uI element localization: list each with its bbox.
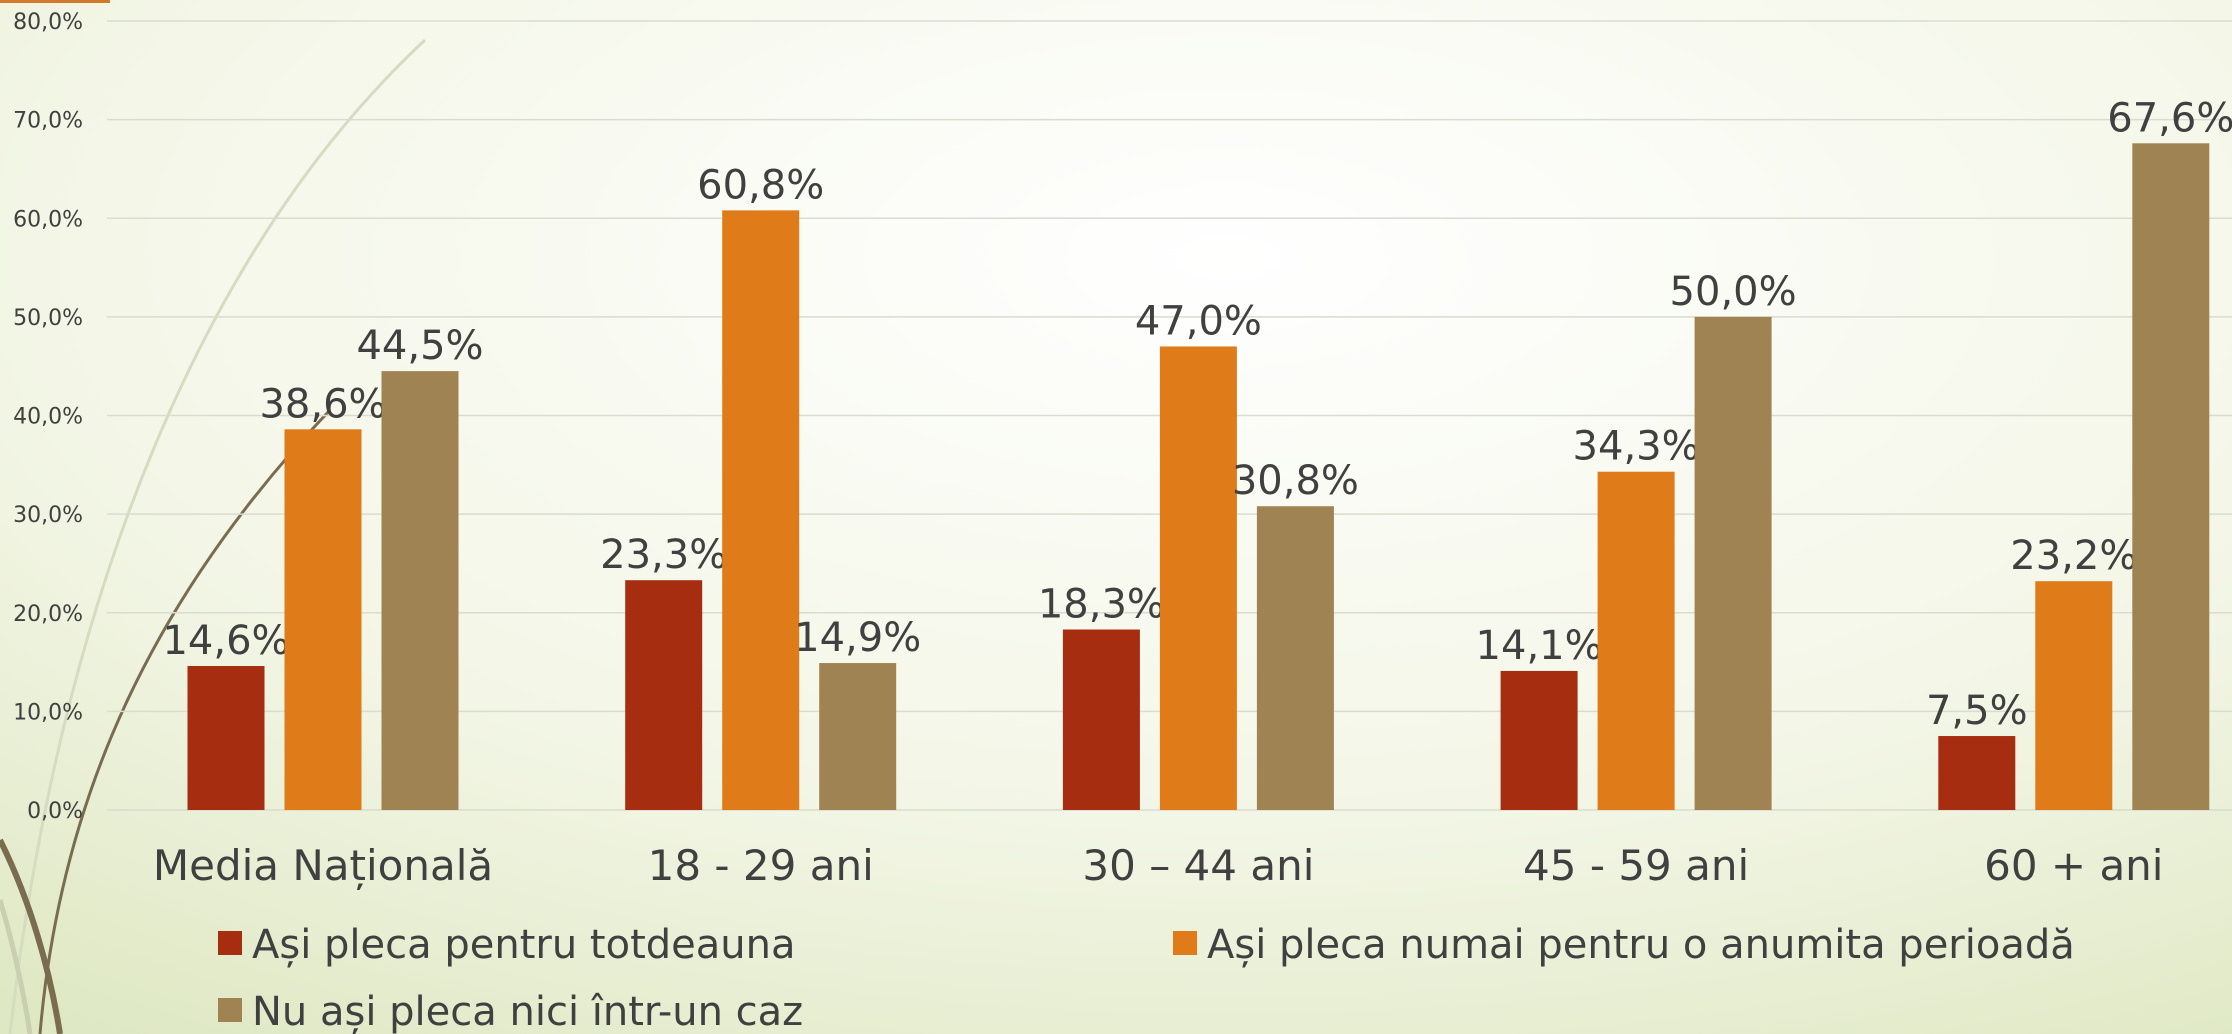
decor-curve [0,899,33,1034]
bar [1500,670,1578,810]
legend-swatch [218,931,242,955]
data-label: 14,6% [162,618,289,664]
decor-bar [0,0,110,3]
data-label: 30,8% [1232,458,1359,504]
decor-curve [0,838,63,1034]
data-label: 34,3% [1573,424,1700,470]
bar [2132,143,2210,811]
x-tick-label: 60 + ani [1984,841,2163,890]
data-label: 60,8% [697,162,824,208]
decor-curve [38,408,332,1034]
y-tick-label: 30,0% [13,503,83,528]
legend-label: Ași pleca numai pentru o anumita perioad… [1207,922,2075,968]
y-tick-label: 40,0% [13,405,83,430]
y-tick-label: 80,0% [13,10,83,35]
bar [1694,316,1772,810]
bar [722,210,800,811]
y-tick-label: 60,0% [13,207,83,232]
legend-swatch [1173,931,1197,955]
x-tick-label: 18 - 29 ani [648,841,874,890]
bar [819,663,897,810]
data-label: 44,5% [356,323,483,369]
x-tick-label: Media Națională [153,841,493,890]
legend-swatch [218,998,242,1022]
y-tick-label: 10,0% [13,700,83,725]
data-label: 67,6% [2107,95,2232,141]
y-tick-label: 50,0% [13,306,83,331]
data-label: 18,3% [1038,582,1165,628]
x-tick-label: 45 - 59 ani [1523,841,1749,890]
bar [381,371,459,810]
legend-label: Ași pleca pentru totdeauna [252,922,795,968]
x-tick-label: 30 – 44 ani [1082,841,1314,890]
bar [284,429,362,810]
y-tick-label: 20,0% [13,602,83,627]
data-label: 38,6% [259,381,386,427]
bar [1938,736,2016,810]
data-label: 14,1% [1476,623,1603,669]
bar [1159,346,1237,810]
bar [1062,629,1140,810]
data-label: 14,9% [794,615,921,661]
data-label: 23,2% [2010,533,2137,579]
data-label: 47,0% [1135,298,1262,344]
legend-label: Nu ași pleca nici într-un caz [252,989,803,1034]
bar [2035,581,2113,810]
data-label: 7,5% [1926,688,2028,734]
y-tick-label: 0,0% [27,799,83,824]
decor-curve [8,38,427,1034]
bar [1597,471,1675,810]
y-tick-label: 70,0% [13,109,83,134]
data-label: 23,3% [600,532,727,578]
bar [187,666,265,810]
bar [625,580,703,810]
bar [1256,506,1334,810]
data-label: 50,0% [1670,269,1797,315]
